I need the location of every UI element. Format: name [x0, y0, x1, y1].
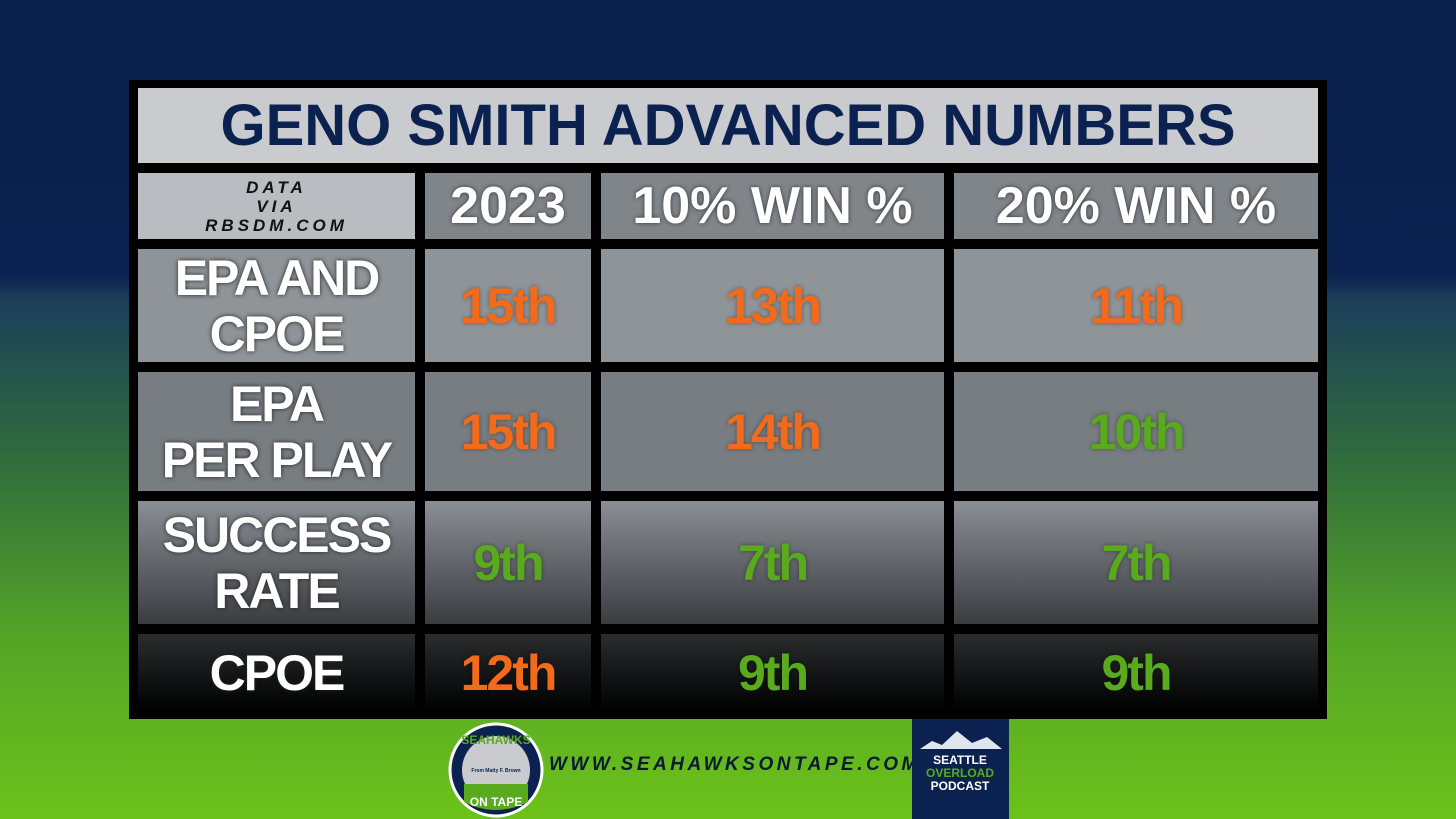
row-label-line: EPA: [229, 375, 325, 432]
column-header: 2023: [425, 173, 591, 239]
logo-text: SEATTLE: [933, 753, 987, 767]
source-line: RBSDM.COM: [205, 215, 348, 235]
column-header: 20% WIN %: [954, 173, 1318, 239]
logo-text: ON TAPE: [470, 795, 522, 809]
row-label-line: SUCCESS: [162, 506, 393, 563]
rank-value: 9th: [425, 501, 591, 624]
rank-value: 12th: [425, 634, 591, 712]
website: WWW.SEAHAWKSONTAPE.COM: [549, 754, 921, 775]
rank-value: 7th: [954, 501, 1318, 624]
row-label-line: EPA AND: [174, 249, 381, 306]
rank-value: 9th: [601, 634, 944, 712]
rank-value: 14th: [601, 372, 944, 491]
rank-value: 13th: [601, 249, 944, 362]
rank-value: 15th: [425, 372, 591, 491]
rank-value: 11th: [954, 249, 1318, 362]
column-header: 10% WIN %: [601, 173, 944, 239]
rank-value: 15th: [425, 249, 591, 362]
logo-text: PODCAST: [931, 779, 990, 793]
row-label-line: RATE: [214, 562, 340, 619]
row-label: CPOE: [138, 634, 415, 712]
logo-skyline: [920, 731, 1002, 749]
row-label: EPA AND CPOE: [138, 249, 415, 362]
row-label: SUCCESS RATE: [138, 501, 415, 624]
row-label: EPA PER PLAY: [138, 372, 415, 491]
logo-text: OVERLOAD: [926, 766, 994, 780]
source-note: DATA VIA RBSDM.COM: [138, 173, 415, 239]
seattle-overload-logo: SEATTLE OVERLOAD PODCAST: [912, 719, 1009, 819]
title: GENO SMITH ADVANCED NUMBERS: [138, 88, 1318, 163]
row-label-line: CPOE: [209, 645, 346, 701]
rank-value: 9th: [954, 634, 1318, 712]
rank-value: 7th: [601, 501, 944, 624]
seahawks-on-tape-logo: SEAHAWKS From Matty F. Brown ON TAPE: [448, 722, 544, 818]
source-line: VIA: [256, 196, 297, 216]
row-label-line: PER PLAY: [161, 431, 393, 488]
logo-base: [464, 784, 528, 810]
source-line: DATA: [246, 177, 307, 197]
row-label-line: CPOE: [209, 305, 346, 362]
logo-text: From Matty F. Brown: [471, 768, 520, 774]
rank-value: 10th: [954, 372, 1318, 491]
logo-text: SEAHAWKS: [461, 733, 530, 747]
